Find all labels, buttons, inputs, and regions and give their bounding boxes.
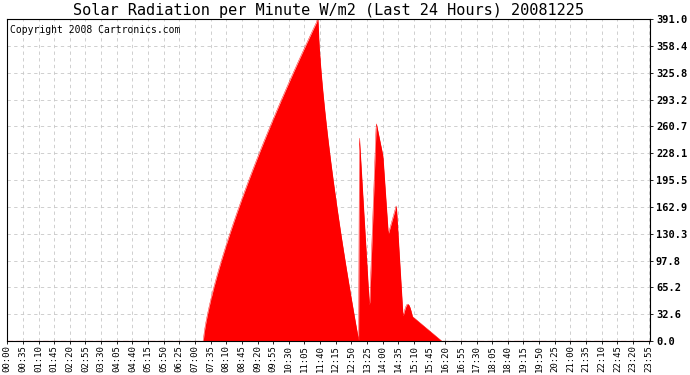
Title: Solar Radiation per Minute W/m2 (Last 24 Hours) 20081225: Solar Radiation per Minute W/m2 (Last 24… [73, 3, 584, 18]
Text: Copyright 2008 Cartronics.com: Copyright 2008 Cartronics.com [10, 26, 181, 35]
